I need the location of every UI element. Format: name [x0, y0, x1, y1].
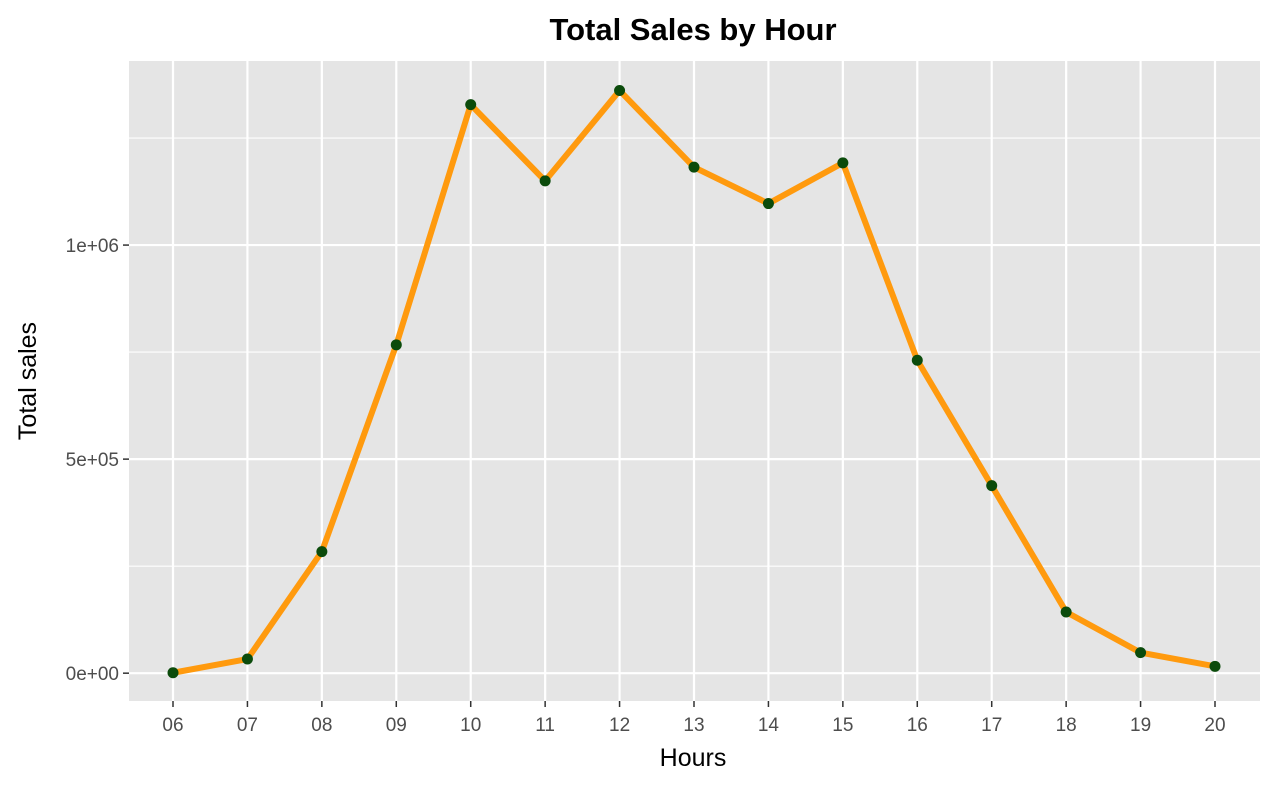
- chart-title: Total Sales by Hour: [549, 12, 836, 47]
- major-gridlines: [129, 61, 1260, 701]
- x-tick-label: 11: [535, 715, 555, 736]
- data-point: [539, 175, 551, 187]
- x-tick-label: 14: [758, 715, 780, 736]
- data-point: [762, 198, 774, 210]
- data-point: [167, 667, 179, 679]
- x-tick-label: 10: [460, 715, 481, 736]
- x-tick-label: 12: [609, 715, 630, 736]
- data-point: [241, 653, 253, 665]
- data-point: [614, 85, 626, 97]
- data-point: [1209, 660, 1221, 672]
- y-tick-label: 1e+06: [66, 236, 119, 257]
- x-tick-label: 15: [832, 715, 853, 736]
- x-tick-label: 06: [162, 715, 183, 736]
- x-tick-label: 20: [1204, 715, 1225, 736]
- data-point: [1135, 647, 1147, 659]
- x-tick-label: 13: [683, 715, 704, 736]
- x-tick-label: 17: [981, 715, 1002, 736]
- data-point: [390, 339, 402, 351]
- data-point: [911, 354, 923, 366]
- x-tick-label: 09: [386, 715, 407, 736]
- data-point: [316, 546, 328, 558]
- y-axis: 0e+00 5e+05 1e+06: [66, 236, 129, 685]
- data-point: [986, 480, 998, 492]
- data-point: [688, 161, 700, 173]
- x-tick-label: 07: [237, 715, 258, 736]
- data-point: [465, 99, 477, 111]
- x-axis: 06 07 08 09 10 11 12 13 14 15 16 17 18 19 20: [162, 701, 1226, 736]
- x-tick-label: 18: [1056, 715, 1077, 736]
- x-tick-label: 08: [311, 715, 332, 736]
- y-tick-label: 5e+05: [66, 450, 119, 471]
- x-tick-label: 16: [907, 715, 928, 736]
- x-axis-title: Hours: [660, 744, 727, 772]
- data-point: [837, 157, 849, 169]
- x-tick-label: 19: [1130, 715, 1151, 736]
- y-tick-label: 0e+00: [66, 664, 119, 685]
- y-axis-title: Total sales: [14, 322, 42, 440]
- data-point: [1060, 606, 1072, 618]
- series-total-sales: [167, 85, 1221, 679]
